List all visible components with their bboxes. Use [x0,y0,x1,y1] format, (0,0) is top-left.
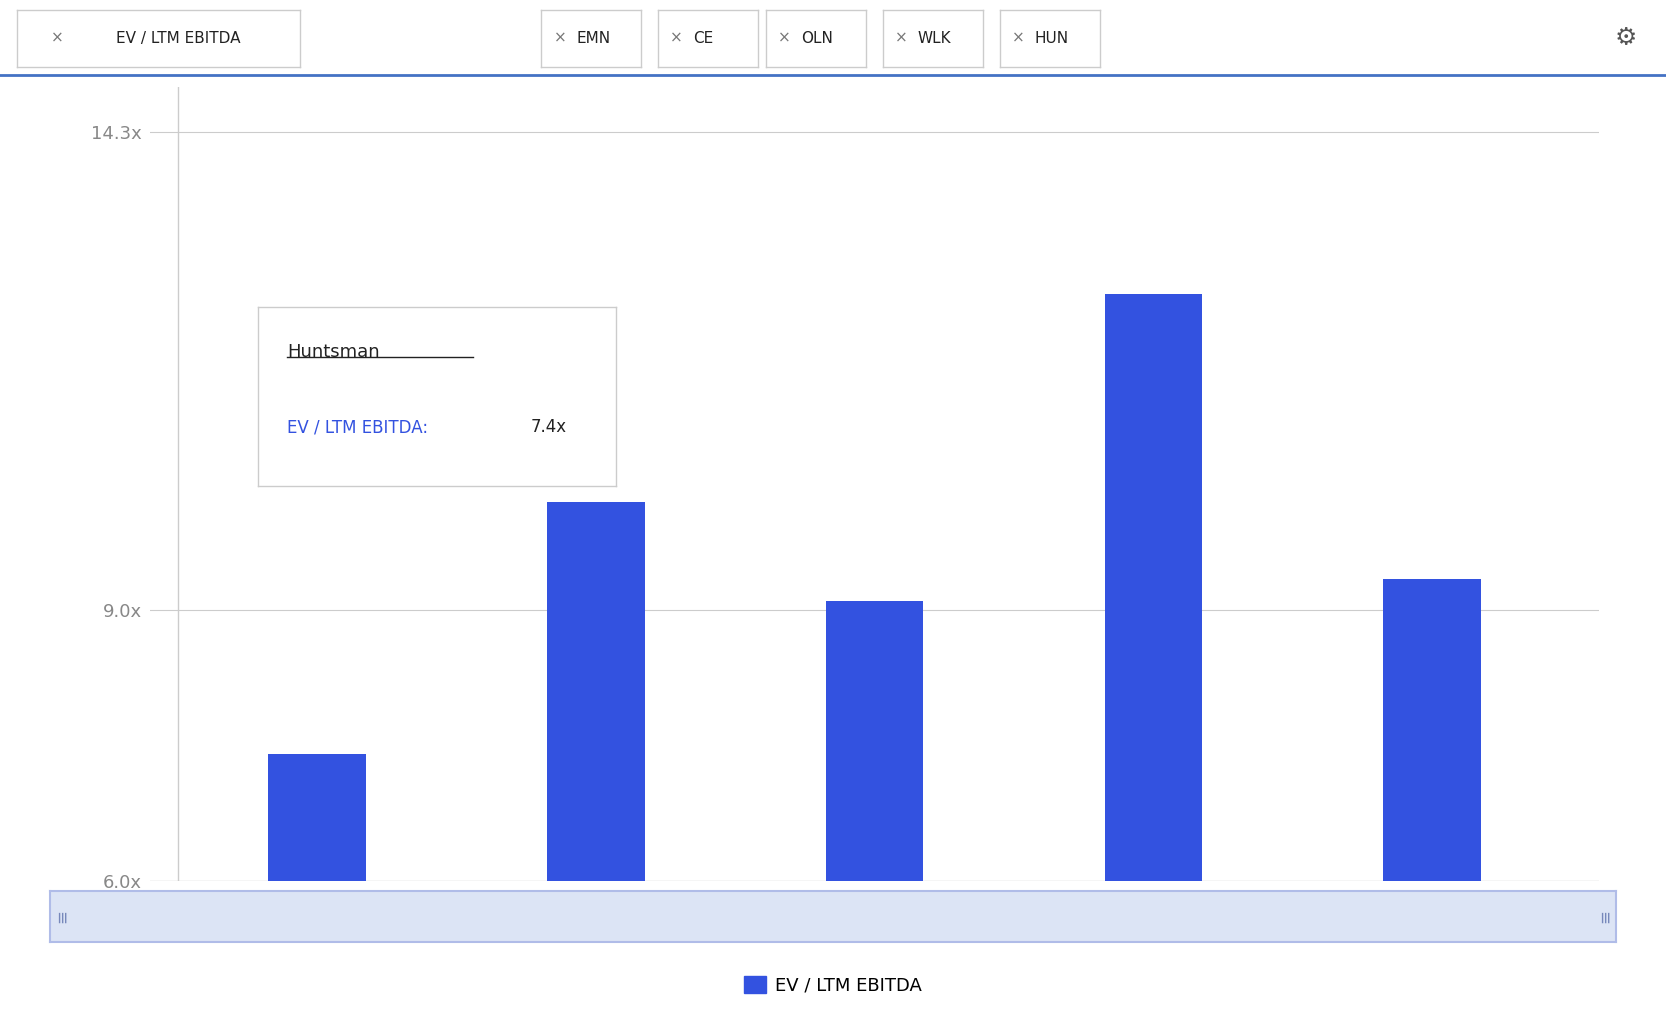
Text: OLN: OLN [801,31,833,46]
Text: ×: × [670,31,683,46]
Text: ×: × [895,31,908,46]
Text: EV / LTM EBITDA:: EV / LTM EBITDA: [287,418,433,436]
Text: HUN: HUN [1035,31,1068,46]
Text: WLK: WLK [918,31,951,46]
Bar [1105,295,1203,1024]
Text: ≡: ≡ [1596,909,1613,924]
Text: ⚙: ⚙ [1614,27,1638,50]
Text: Huntsman: Huntsman [287,343,380,361]
Text: CE: CE [693,31,713,46]
Bar [268,755,367,1024]
Text: EMN: EMN [576,31,610,46]
Text: ×: × [1011,31,1025,46]
Text: ×: × [553,31,566,46]
Bar [826,601,923,1024]
Text: ≡: ≡ [53,909,70,924]
Text: 7.4x: 7.4x [530,418,566,436]
Legend: EV / LTM EBITDA: EV / LTM EBITDA [736,970,930,1001]
Text: EV / LTM EBITDA: EV / LTM EBITDA [115,31,240,46]
Text: ×: × [50,31,63,46]
Bar [1383,579,1481,1024]
Bar [546,502,645,1024]
Text: ×: × [778,31,791,46]
